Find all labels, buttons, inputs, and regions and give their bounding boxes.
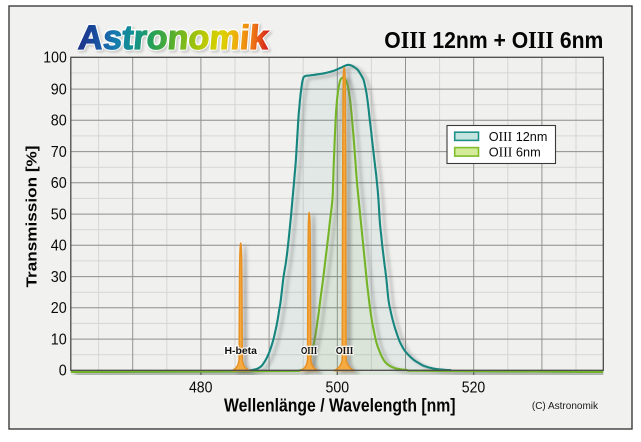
svg-text:70: 70 [51, 144, 67, 161]
svg-text:10: 10 [51, 331, 67, 348]
svg-text:OIII: OIII [301, 345, 317, 357]
svg-text:(C) Astronomik: (C) Astronomik [532, 401, 599, 412]
svg-text:500: 500 [326, 380, 350, 397]
svg-text:OIII 6nm: OIII 6nm [489, 145, 541, 161]
svg-text:30: 30 [51, 269, 67, 286]
svg-text:20: 20 [51, 300, 67, 317]
svg-text:OIII: OIII [336, 345, 354, 357]
svg-text:100: 100 [43, 50, 67, 67]
svg-text:480: 480 [189, 380, 213, 397]
svg-text:OIII 12nm: OIII 12nm [489, 129, 548, 145]
svg-text:OIII 12nm + OIII 6nm: OIII 12nm + OIII 6nm [384, 27, 603, 54]
svg-text:520: 520 [462, 380, 486, 397]
svg-text:H-beta: H-beta [224, 345, 257, 357]
svg-text:50: 50 [51, 206, 67, 223]
svg-text:0: 0 [59, 363, 67, 380]
svg-text:Wellenlänge / Wavelength [nm]: Wellenlänge / Wavelength [nm] [224, 396, 456, 416]
svg-text:Transmission [%]: Transmission [%] [24, 146, 41, 288]
svg-text:60: 60 [51, 175, 67, 192]
svg-text:40: 40 [51, 238, 67, 255]
svg-text:80: 80 [51, 113, 67, 130]
svg-text:OIII: OIII [301, 345, 317, 357]
svg-text:Astronomik: Astronomik [77, 19, 270, 57]
svg-text:OIII: OIII [336, 345, 354, 357]
svg-text:Astronomik: Astronomik [77, 19, 270, 57]
svg-text:H-beta: H-beta [224, 345, 257, 357]
svg-text:90: 90 [51, 81, 67, 98]
